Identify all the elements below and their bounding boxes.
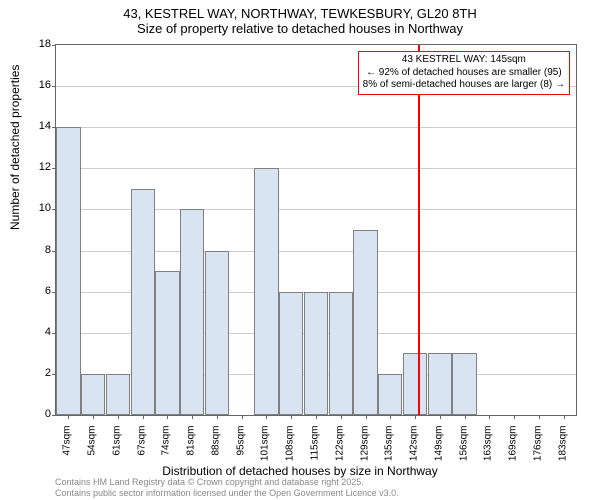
x-tick-label: 122sqm — [334, 426, 345, 466]
x-tick-label: 183sqm — [557, 426, 568, 466]
attribution: Contains HM Land Registry data © Crown c… — [55, 477, 399, 499]
x-tick-mark — [93, 415, 94, 419]
annotation-line2: ← 92% of detached houses are smaller (95… — [363, 67, 565, 80]
y-tick-mark — [52, 86, 56, 87]
y-tick-label: 8 — [45, 244, 51, 256]
y-tick-label: 16 — [39, 79, 51, 91]
annotation-line3: 8% of semi-detached houses are larger (8… — [363, 79, 565, 92]
histogram-bar — [403, 353, 427, 415]
x-tick-label: 115sqm — [310, 426, 321, 466]
y-tick-label: 6 — [45, 285, 51, 297]
histogram-bar — [56, 127, 80, 415]
x-tick-mark — [242, 415, 243, 419]
x-tick-label: 129sqm — [359, 426, 370, 466]
x-tick-mark — [539, 415, 540, 419]
x-tick-label: 108sqm — [285, 426, 296, 466]
x-tick-mark — [266, 415, 267, 419]
chart-title-line1: 43, KESTREL WAY, NORTHWAY, TEWKESBURY, G… — [0, 0, 600, 21]
histogram-bar — [353, 230, 377, 415]
x-axis-label: Distribution of detached houses by size … — [0, 464, 600, 478]
y-tick-label: 18 — [39, 38, 51, 50]
x-tick-label: 47sqm — [62, 426, 73, 466]
histogram-bar — [279, 292, 303, 415]
y-tick-label: 12 — [39, 161, 51, 173]
x-tick-mark — [341, 415, 342, 419]
x-tick-label: 176sqm — [532, 426, 543, 466]
x-tick-label: 135sqm — [384, 426, 395, 466]
plot-area: 43 KESTREL WAY: 145sqm ← 92% of detached… — [55, 44, 577, 416]
attribution-line2: Contains public sector information licen… — [55, 488, 399, 499]
x-tick-mark — [192, 415, 193, 419]
x-tick-label: 88sqm — [210, 426, 221, 466]
histogram-bar — [205, 251, 229, 415]
grid-line — [56, 168, 576, 169]
y-tick-label: 4 — [45, 326, 51, 338]
x-tick-label: 61sqm — [111, 426, 122, 466]
y-tick-mark — [52, 415, 56, 416]
reference-line — [418, 45, 420, 415]
x-tick-mark — [415, 415, 416, 419]
attribution-line1: Contains HM Land Registry data © Crown c… — [55, 477, 399, 488]
x-tick-mark — [316, 415, 317, 419]
x-tick-label: 54sqm — [87, 426, 98, 466]
x-tick-label: 74sqm — [161, 426, 172, 466]
x-tick-mark — [68, 415, 69, 419]
y-tick-label: 14 — [39, 120, 51, 132]
histogram-bar — [452, 353, 476, 415]
x-tick-mark — [118, 415, 119, 419]
x-tick-label: 67sqm — [136, 426, 147, 466]
x-tick-label: 169sqm — [508, 426, 519, 466]
annotation-line1: 43 KESTREL WAY: 145sqm — [363, 54, 565, 67]
x-tick-mark — [390, 415, 391, 419]
histogram-bar — [304, 292, 328, 415]
y-tick-mark — [52, 45, 56, 46]
annotation-box: 43 KESTREL WAY: 145sqm ← 92% of detached… — [358, 51, 570, 95]
chart-title-line2: Size of property relative to detached ho… — [0, 21, 600, 36]
x-tick-mark — [291, 415, 292, 419]
x-tick-mark — [465, 415, 466, 419]
histogram-bar — [155, 271, 179, 415]
histogram-bar — [329, 292, 353, 415]
histogram-bar — [378, 374, 402, 415]
x-tick-label: 163sqm — [483, 426, 494, 466]
x-tick-label: 142sqm — [409, 426, 420, 466]
y-tick-label: 2 — [45, 367, 51, 379]
x-tick-mark — [489, 415, 490, 419]
x-tick-label: 149sqm — [433, 426, 444, 466]
histogram-bar — [106, 374, 130, 415]
x-tick-mark — [564, 415, 565, 419]
histogram-bar — [81, 374, 105, 415]
histogram-bar — [131, 189, 155, 415]
x-tick-mark — [167, 415, 168, 419]
histogram-bar — [180, 209, 204, 415]
histogram-bar — [254, 168, 278, 415]
y-tick-label: 0 — [45, 408, 51, 420]
y-tick-label: 10 — [39, 202, 51, 214]
x-tick-mark — [366, 415, 367, 419]
x-tick-label: 101sqm — [260, 426, 271, 466]
y-axis-label: Number of detached properties — [8, 65, 22, 230]
chart-container: 43, KESTREL WAY, NORTHWAY, TEWKESBURY, G… — [0, 0, 600, 500]
x-tick-label: 156sqm — [458, 426, 469, 466]
grid-line — [56, 127, 576, 128]
x-tick-label: 81sqm — [186, 426, 197, 466]
x-tick-mark — [514, 415, 515, 419]
histogram-bar — [428, 353, 452, 415]
x-tick-mark — [217, 415, 218, 419]
x-tick-mark — [440, 415, 441, 419]
x-tick-label: 95sqm — [235, 426, 246, 466]
x-tick-mark — [143, 415, 144, 419]
